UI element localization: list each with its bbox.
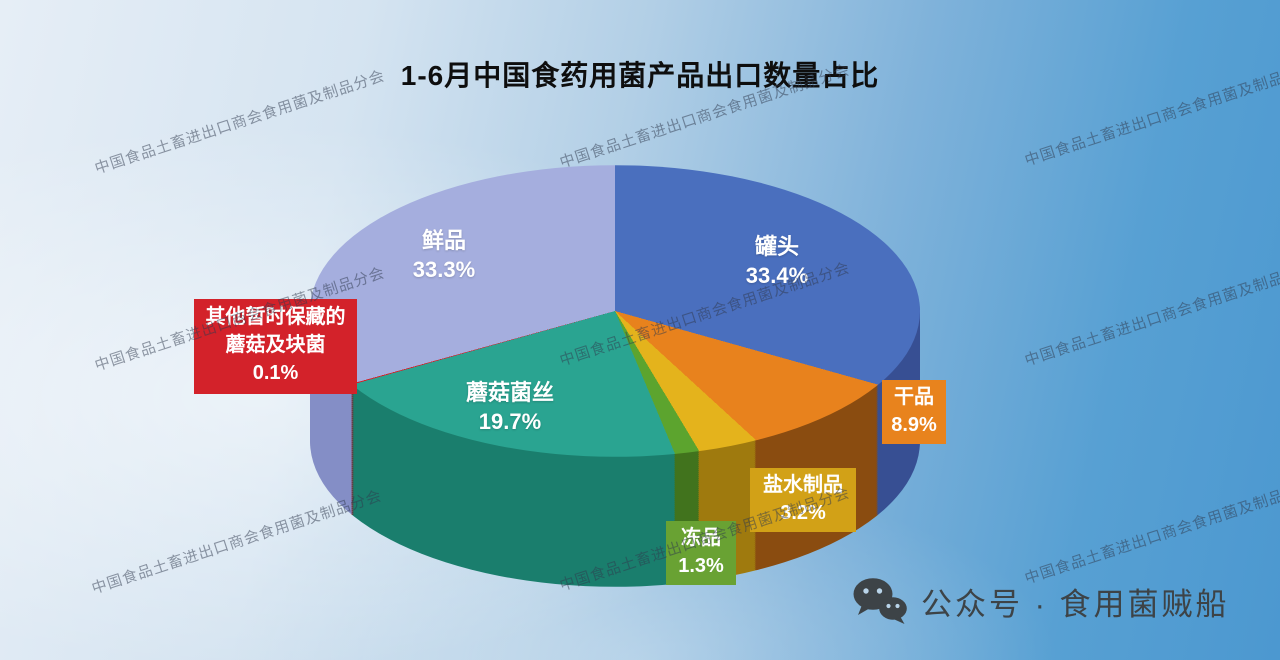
chart-title: 1-6月中国食药用菌产品出口数量占比 (400, 60, 880, 91)
wechat-account-banner: 公众号 · 食用菌贼船 (852, 576, 1230, 626)
slice-name: 其他暂时保藏的 (205, 306, 346, 328)
slice-label-canned: 罐头 33.4% (687, 232, 867, 290)
slice-name: 冻品 (681, 527, 721, 549)
slice-label-mycelium: 蘑菇菌丝 19.7% (415, 378, 605, 436)
slice-name: 盐水制品 (763, 474, 843, 496)
slice-name: 蘑菇及块菌 (225, 334, 326, 356)
slice-percent: 1.3% (678, 555, 724, 577)
slice-percent: 33.4% (745, 263, 809, 288)
slice-percent: 0.1% (252, 362, 299, 384)
slice-percent: 33.3% (412, 257, 476, 282)
slice-label-fresh: 鲜品 33.3% (354, 226, 534, 284)
slice-name: 鲜品 (421, 228, 466, 253)
slice-name: 干品 (894, 386, 934, 408)
slice-name: 罐头 (754, 234, 799, 259)
slice-callout-other-preserved: 其他暂时保藏的 蘑菇及块菌 0.1% (194, 299, 357, 394)
slice-callout-frozen: 冻品 1.3% (666, 521, 736, 585)
watermark-text: 中国食品土畜进出口商会食用菌及制品分会 (1022, 259, 1280, 370)
slice-callout-dried: 干品 8.9% (882, 380, 946, 444)
watermark-text: 中国食品土畜进出口商会食用菌及制品分会 (1022, 477, 1280, 588)
wechat-account-name: 公众号 · 食用菌贼船 (921, 586, 1230, 622)
slice-name: 蘑菇菌丝 (465, 380, 554, 405)
wechat-icon (853, 578, 907, 624)
slice-percent: 8.9% (891, 414, 937, 436)
pie-top-face (310, 165, 920, 457)
pie-3d (310, 6, 920, 616)
slice-callout-brine: 盐水制品 3.2% (750, 468, 856, 532)
slice-percent: 3.2% (780, 502, 826, 524)
slice-percent: 19.7% (478, 409, 542, 434)
